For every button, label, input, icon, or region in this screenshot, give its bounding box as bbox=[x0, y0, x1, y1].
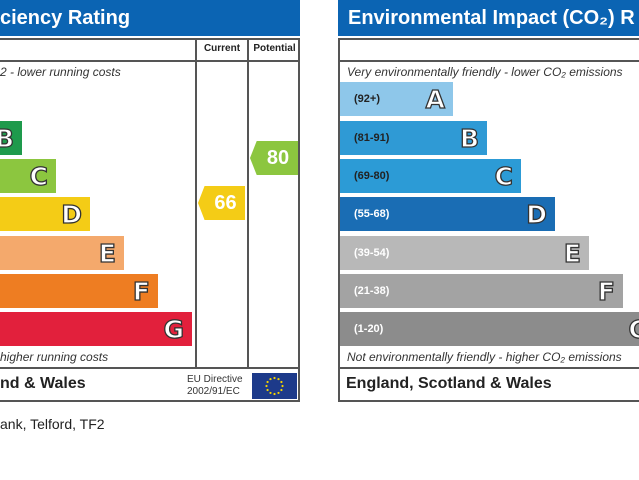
environment-band-b: (81-91) B bbox=[340, 121, 487, 155]
energy-footer-region: nd & Wales bbox=[0, 375, 86, 392]
band-letter: C bbox=[29, 161, 49, 191]
energy-band-c: C bbox=[0, 159, 56, 193]
band-letter: F bbox=[597, 276, 615, 306]
current-column-header: Current bbox=[203, 43, 241, 54]
environment-top-note: Very environmentally friendly - lower CO… bbox=[347, 65, 623, 79]
potential-rating-arrow: 80 bbox=[250, 141, 298, 175]
energy-top-note: 2 - lower running costs bbox=[0, 65, 121, 79]
band-range: (92+) bbox=[354, 93, 380, 105]
energy-rating-title: ciency Rating bbox=[0, 0, 300, 36]
eu-flag-icon bbox=[252, 373, 297, 399]
environment-footer-region: England, Scotland & Wales bbox=[346, 375, 552, 392]
environment-band-a: (92+) A bbox=[340, 82, 453, 116]
divider bbox=[338, 367, 639, 369]
band-letter: G bbox=[163, 314, 185, 344]
energy-band-b: B bbox=[0, 121, 22, 155]
energy-bottom-note: higher running costs bbox=[0, 350, 109, 364]
divider bbox=[195, 38, 197, 368]
current-rating-arrow: 66 bbox=[198, 186, 245, 220]
band-range: (55-68) bbox=[354, 208, 390, 220]
environment-band-c: (69-80) C bbox=[340, 159, 521, 193]
band-letter: G bbox=[628, 314, 639, 344]
band-letter: E bbox=[563, 238, 581, 268]
energy-band-f: F bbox=[0, 274, 158, 308]
band-letter: D bbox=[526, 199, 548, 229]
eu-directive: EU Directive 2002/91/EC bbox=[187, 374, 243, 398]
band-range: (1-20) bbox=[354, 323, 384, 335]
divider bbox=[0, 367, 300, 369]
divider bbox=[0, 60, 300, 62]
eu-directive-line2: 2002/91/EC bbox=[187, 386, 240, 397]
environment-band-e: (39-54) E bbox=[340, 236, 589, 270]
environment-bottom-note: Not environmentally friendly - higher CO… bbox=[347, 350, 622, 364]
environmental-impact-box bbox=[338, 38, 639, 402]
energy-band-d: D bbox=[0, 197, 90, 231]
band-range: (69-80) bbox=[354, 170, 390, 182]
potential-column-header: Potential bbox=[253, 43, 296, 54]
property-address: ank, Telford, TF2 bbox=[0, 416, 105, 432]
energy-rating-box bbox=[0, 38, 300, 402]
band-range: (81-91) bbox=[354, 132, 390, 144]
environment-band-g: (1-20) G bbox=[340, 312, 639, 346]
environment-band-f: (21-38) F bbox=[340, 274, 623, 308]
divider bbox=[247, 38, 249, 368]
band-letter: B bbox=[459, 123, 479, 153]
energy-band-g: G bbox=[0, 312, 192, 346]
band-letter: D bbox=[61, 199, 83, 229]
divider bbox=[338, 60, 639, 62]
environmental-impact-title: Environmental Impact (CO₂) R bbox=[338, 0, 639, 36]
band-range: (39-54) bbox=[354, 247, 390, 259]
band-letter: E bbox=[98, 238, 116, 268]
eu-directive-line1: EU Directive bbox=[187, 374, 243, 385]
band-letter: B bbox=[0, 123, 15, 153]
band-letter: F bbox=[132, 276, 150, 306]
band-letter: C bbox=[494, 161, 514, 191]
environment-band-d: (55-68) D bbox=[340, 197, 555, 231]
band-letter: A bbox=[425, 84, 446, 114]
energy-band-e: E bbox=[0, 236, 124, 270]
band-range: (21-38) bbox=[354, 285, 390, 297]
